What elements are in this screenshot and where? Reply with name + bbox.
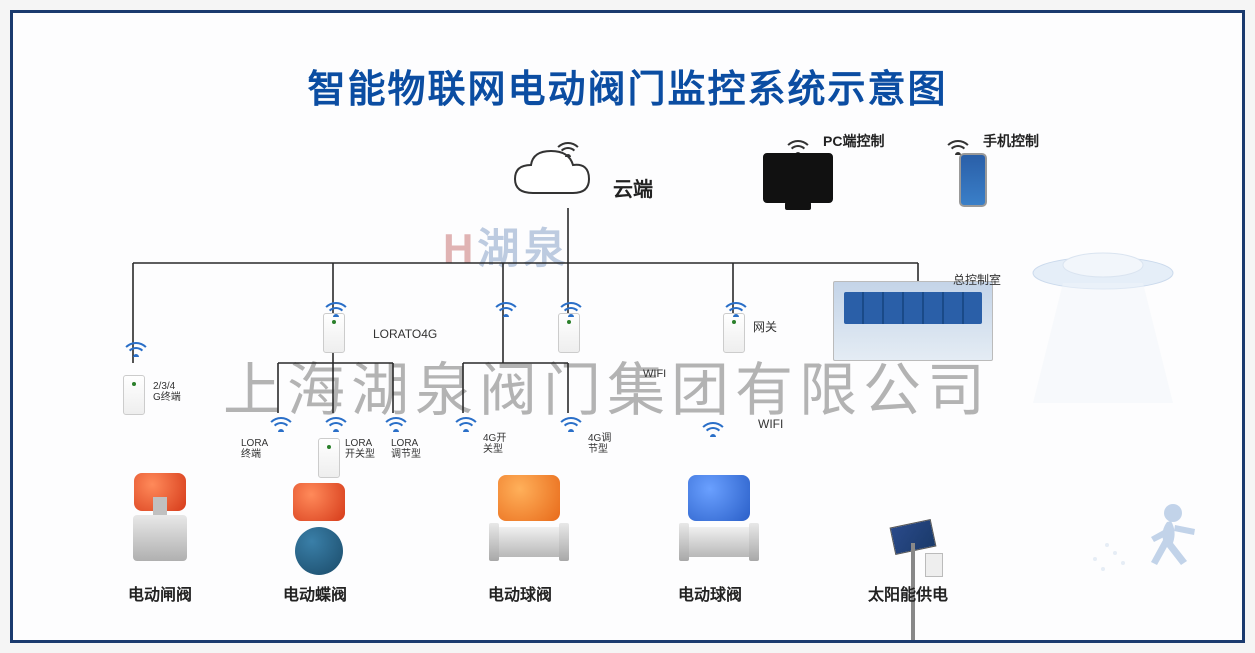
wifi-icon [451, 408, 481, 432]
4g-adj-label: 4G调节型 [588, 433, 611, 455]
phone-icon [959, 153, 987, 207]
wifi-icon [266, 408, 296, 432]
gateway-icon [723, 313, 745, 353]
diagram-title: 智能物联网电动阀门监控系统示意图 [307, 58, 947, 113]
watermark-logo: H湖泉 [443, 215, 569, 276]
4g-switch-label: 4G开关型 [483, 433, 506, 455]
wifi-icon [121, 333, 151, 357]
gate-valve-label: 电动闸阀 [128, 581, 192, 605]
ball-valve-2-label: 电动球阀 [678, 581, 742, 605]
wifi-icon [783, 131, 813, 155]
wifi-icon [491, 293, 521, 317]
wifi-icon [321, 408, 351, 432]
wifi-icon [321, 293, 351, 317]
lora-switch-label: LORA开关型 [345, 438, 375, 460]
ball-valve-2-icon [683, 475, 755, 557]
cloud-icon [515, 151, 589, 193]
wifi-icon [943, 131, 973, 155]
lora-adj-label: LORA调节型 [391, 438, 421, 460]
wifi-icon [381, 408, 411, 432]
runner-icon [1093, 504, 1195, 571]
wifi-icon [553, 133, 583, 157]
234g-label: 2/3/4G终端 [153, 381, 181, 403]
butterfly-valve-icon [293, 483, 345, 575]
wifi-icon [698, 413, 728, 437]
solar-label: 太阳能供电 [868, 581, 948, 605]
lora-term-label: LORA终端 [241, 438, 268, 460]
ball-valve-1-icon [493, 475, 565, 557]
butterfly-valve-label: 电动蝶阀 [283, 581, 347, 605]
gateway-icon [123, 375, 145, 415]
wifi-icon [721, 293, 751, 317]
gateway-icon [318, 438, 340, 478]
pc-monitor-icon [763, 153, 833, 203]
wifi2-label: WIFI [758, 417, 783, 431]
wifi-icon [556, 408, 586, 432]
ball-valve-1-label: 电动球阀 [488, 581, 552, 605]
cloud-label: 云端 [613, 173, 653, 202]
gateway-label: 网关 [753, 318, 777, 335]
diagram-frame: 智能物联网电动阀门监控系统示意图 H湖泉 上海湖泉阀门集团有限公司 云端 PC [10, 10, 1245, 643]
pc-label: PC端控制 [823, 131, 884, 151]
gate-valve-icon [133, 473, 187, 561]
ctrl-room-label: 总控制室 [953, 271, 1001, 288]
wifi-icon [556, 293, 586, 317]
control-room-icon [833, 281, 993, 361]
ufo-icon [1033, 253, 1173, 403]
gateway-icon [323, 313, 345, 353]
phone-label: 手机控制 [983, 131, 1039, 151]
wifi-label: WIFI [643, 368, 666, 380]
gateway-icon [558, 313, 580, 353]
lora4g-label: LORATO4G [373, 327, 437, 341]
